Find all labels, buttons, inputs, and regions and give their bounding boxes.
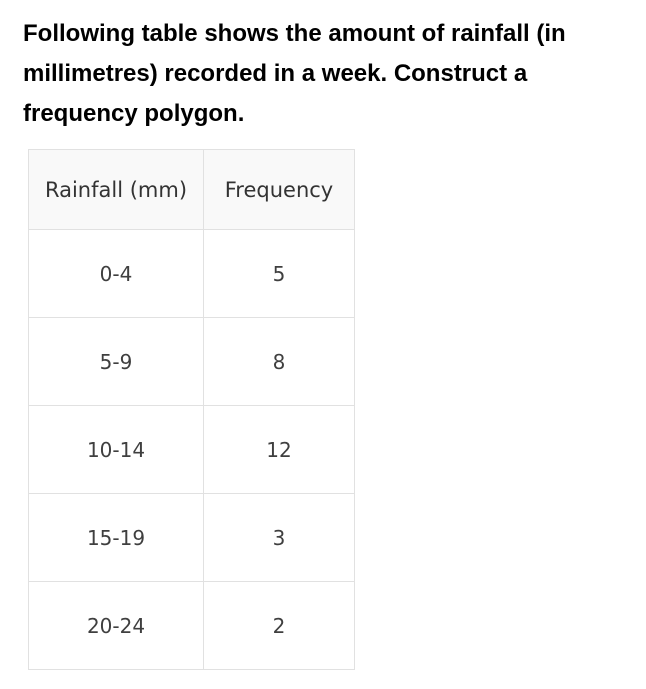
header-rainfall: Rainfall (mm)	[28, 149, 204, 230]
rainfall-cell: 15-19	[28, 493, 204, 582]
table-row: 5-9 8	[28, 317, 355, 406]
rainfall-cell: 0-4	[28, 229, 204, 318]
table-row: 20-24 2	[28, 581, 355, 670]
frequency-cell: 5	[203, 229, 355, 318]
table-row: 15-19 3	[28, 493, 355, 582]
frequency-cell: 12	[203, 405, 355, 494]
question-line: frequency polygon.	[23, 100, 245, 127]
rainfall-cell: 10-14	[28, 405, 204, 494]
frequency-cell: 8	[203, 317, 355, 406]
frequency-cell: 3	[203, 493, 355, 582]
rainfall-frequency-table: Rainfall (mm) Frequency 0-4 5 5-9 8 10-1…	[28, 149, 355, 670]
question-line: millimetres) recorded in a week. Constru…	[23, 60, 528, 87]
frequency-cell: 2	[203, 581, 355, 670]
rainfall-cell: 5-9	[28, 317, 204, 406]
header-frequency: Frequency	[203, 149, 355, 230]
table-row: 10-14 12	[28, 405, 355, 494]
question-text: Following table shows the amount of rain…	[23, 14, 633, 134]
question-line: Following table shows the amount of rain…	[23, 20, 566, 47]
rainfall-cell: 20-24	[28, 581, 204, 670]
table-header-row: Rainfall (mm) Frequency	[28, 149, 355, 230]
table-row: 0-4 5	[28, 229, 355, 318]
